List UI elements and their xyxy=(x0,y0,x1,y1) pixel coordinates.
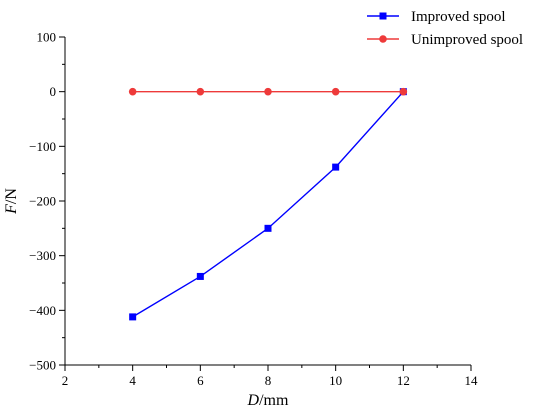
x-tick-label: 6 xyxy=(197,373,204,388)
legend-swatch-marker xyxy=(379,12,387,20)
y-axis-label-unit: /N xyxy=(3,188,20,204)
x-tick-label: 14 xyxy=(465,373,479,388)
legend-label: Unimproved spool xyxy=(411,32,523,48)
x-axis-label-unit: /mm xyxy=(259,392,289,409)
x-tick-label: 4 xyxy=(129,373,136,388)
x-tick-label: 2 xyxy=(62,373,69,388)
series-2-point xyxy=(399,87,408,96)
series-2-point xyxy=(128,87,137,96)
series-1-line xyxy=(132,91,404,318)
series-2-point xyxy=(331,87,340,96)
y-tick-label: 100 xyxy=(37,30,57,45)
series-1 xyxy=(129,88,407,321)
legend-item-1: Improved spool xyxy=(367,9,506,25)
series-layer xyxy=(128,87,408,321)
y-tick-label: −300 xyxy=(29,248,56,263)
series-2 xyxy=(128,87,408,96)
series-2-point xyxy=(196,87,205,96)
y-tick-label: 0 xyxy=(50,84,57,99)
legend-item-2: Unimproved spool xyxy=(367,32,523,48)
x-axis-label: D/mm xyxy=(247,392,289,409)
y-axis: 100 0 −100 −200 −300 −400 −500 xyxy=(29,30,65,373)
series-1-point xyxy=(332,163,340,171)
series-1-point xyxy=(264,224,272,232)
y-axis-label-variable: F xyxy=(3,204,20,215)
x-axis: 2 4 6 8 10 12 14 xyxy=(62,365,478,388)
legend: Improved spool Unimproved spool xyxy=(367,9,523,48)
y-tick-label: −200 xyxy=(29,194,56,209)
series-1-point xyxy=(196,272,204,280)
x-axis-label-variable: D xyxy=(247,392,260,409)
x-tick-label: 8 xyxy=(265,373,272,388)
plot-frame xyxy=(64,37,471,366)
y-axis-label: F/N xyxy=(3,188,20,215)
legend-swatch-marker xyxy=(379,35,387,43)
series-2-point xyxy=(264,87,272,96)
x-tick-label: 12 xyxy=(397,373,410,388)
y-tick-label: −500 xyxy=(29,358,56,373)
y-tick-label: −100 xyxy=(29,139,56,154)
series-1-point xyxy=(129,313,137,321)
x-tick-label: 10 xyxy=(329,373,342,388)
legend-label: Improved spool xyxy=(411,9,506,25)
y-tick-label: −400 xyxy=(29,303,56,318)
